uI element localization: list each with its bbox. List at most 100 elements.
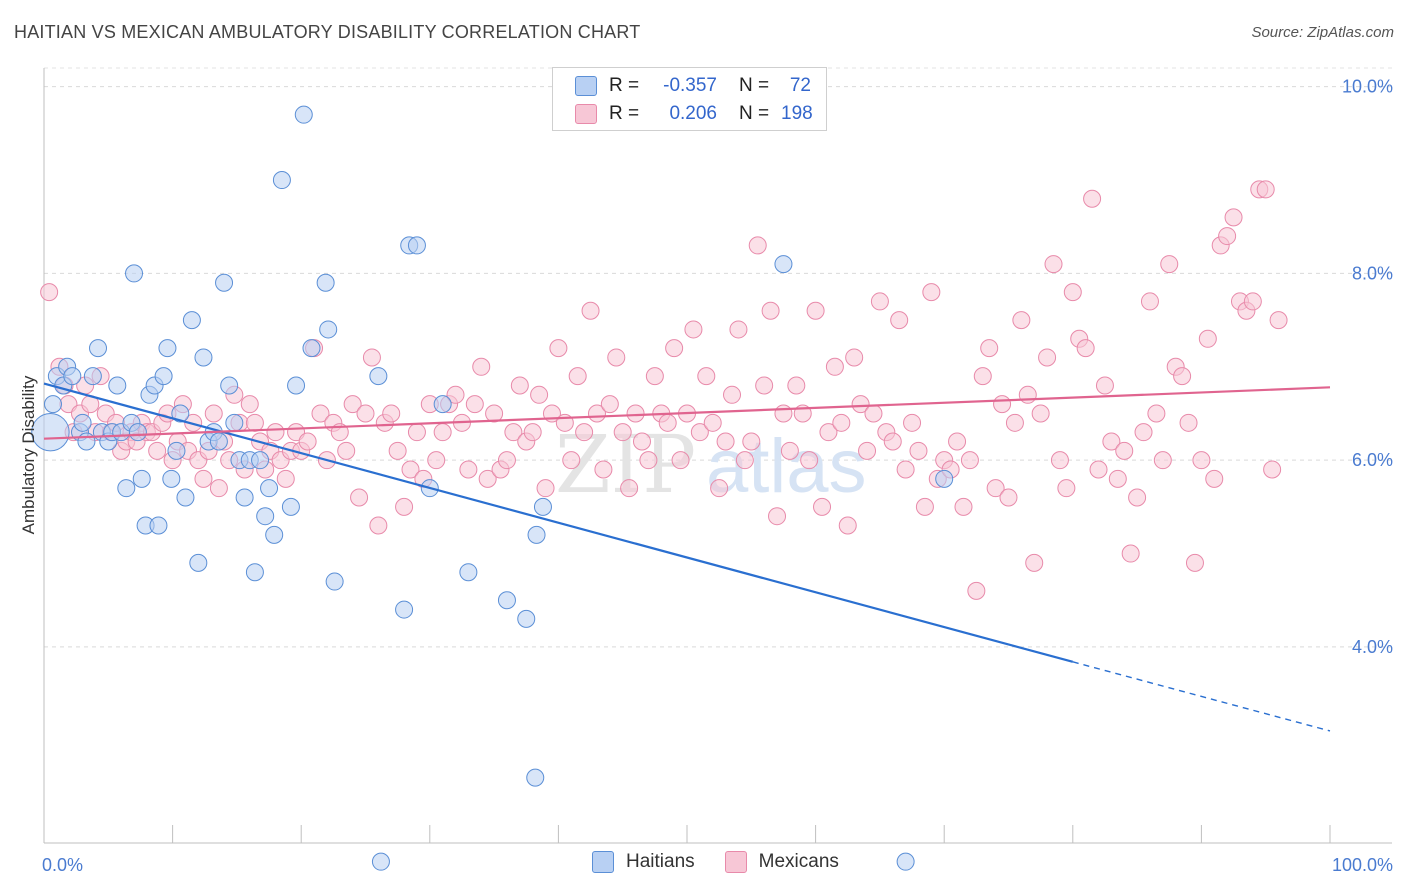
- mexican-point: [787, 376, 806, 395]
- haitian-point: [433, 395, 452, 414]
- mexican-point: [1256, 180, 1275, 199]
- haitian-point: [63, 367, 82, 386]
- source-label: Source: ZipAtlas.com: [1251, 24, 1394, 41]
- mexican-point: [768, 507, 787, 526]
- mexican-point: [890, 311, 909, 330]
- mexican-point: [838, 516, 857, 535]
- mexican-point: [993, 395, 1012, 414]
- mexican-point: [729, 320, 748, 339]
- mexican-point: [626, 404, 645, 423]
- haitian-point: [189, 553, 208, 572]
- mexican-point: [1160, 255, 1179, 274]
- mexican-point: [1038, 348, 1057, 367]
- x-tick-label-max: 100.0%: [1332, 855, 1393, 875]
- haitian-point: [225, 413, 244, 432]
- legend-label-haitians: Haitians: [626, 851, 695, 872]
- mexican-point: [1173, 367, 1192, 386]
- haitian-point: [369, 367, 388, 386]
- n-label: N =: [739, 103, 770, 124]
- mexican-point: [723, 385, 742, 404]
- mexican-point: [825, 357, 844, 376]
- haitian-point: [194, 348, 213, 367]
- haitian-point: [260, 479, 279, 498]
- mexican-point: [858, 441, 877, 460]
- haitian-point: [896, 852, 915, 871]
- haitian-point: [89, 339, 108, 358]
- haitian-point: [176, 488, 195, 507]
- haitian-point: [256, 507, 275, 526]
- mexican-point: [194, 469, 213, 488]
- haitian-point: [774, 255, 793, 274]
- mexican-point: [530, 385, 549, 404]
- n-value: 72: [789, 75, 811, 96]
- mexican-point: [806, 301, 825, 320]
- legend-label-mexicans: Mexicans: [758, 851, 839, 872]
- haitian-point: [215, 273, 234, 292]
- haitian-trend-line: [43, 382, 1074, 663]
- mexican-point: [148, 441, 167, 460]
- mexican-point: [684, 320, 703, 339]
- haitian-swatch-icon: [575, 76, 597, 96]
- r-value: -0.357: [663, 75, 717, 96]
- stats-legend: R = -0.357 N = 72 R = 0.206 N = 198: [552, 67, 827, 131]
- mexican-point: [973, 367, 992, 386]
- haitian-trend-extension: [1072, 661, 1331, 732]
- mexican-point: [337, 441, 356, 460]
- haitian-point: [325, 572, 344, 591]
- mexican-point: [240, 395, 259, 414]
- haitian-point: [77, 432, 96, 451]
- mexican-point: [1224, 208, 1243, 227]
- mexican-point: [1012, 311, 1031, 330]
- haitian-point: [371, 852, 390, 871]
- mexican-point: [1147, 404, 1166, 423]
- mexican-point: [1128, 488, 1147, 507]
- r-label: R =: [609, 103, 640, 124]
- mexican-point: [909, 441, 928, 460]
- series-legend: Haitians Mexicans: [592, 851, 869, 873]
- haitian-point: [459, 563, 478, 582]
- mexican-point: [883, 432, 902, 451]
- legend-item-mexicans[interactable]: Mexicans: [724, 851, 839, 873]
- mexican-point: [600, 395, 619, 414]
- haitian-points: [31, 105, 954, 871]
- haitian-point: [497, 591, 516, 610]
- mexican-point: [472, 357, 491, 376]
- mexican-point: [549, 339, 568, 358]
- mexican-point: [1095, 376, 1114, 395]
- n-label: N =: [739, 75, 770, 96]
- axes: [43, 68, 1392, 844]
- haitian-point: [319, 320, 338, 339]
- mexican-point: [575, 423, 594, 442]
- legend-item-haitians[interactable]: Haitians: [592, 851, 695, 873]
- mexican-point: [343, 395, 362, 414]
- mexican-point: [967, 581, 986, 600]
- trend-lines: [43, 382, 1331, 732]
- haitian-point: [171, 404, 190, 423]
- mexican-point: [1121, 544, 1140, 563]
- mexican-point: [382, 404, 401, 423]
- mexican-point: [1063, 283, 1082, 302]
- mexican-point: [761, 301, 780, 320]
- mexican-point: [948, 432, 967, 451]
- mexican-point: [40, 283, 59, 302]
- haitian-point: [395, 600, 414, 619]
- mexican-point: [1031, 404, 1050, 423]
- mexican-point: [735, 451, 754, 470]
- mexican-point: [1134, 423, 1153, 442]
- chart-title: HAITIAN VS MEXICAN AMBULATORY DISABILITY…: [14, 22, 641, 42]
- mexican-point: [960, 451, 979, 470]
- mexican-point: [665, 339, 684, 358]
- mexican-point: [800, 451, 819, 470]
- mexican-point: [755, 376, 774, 395]
- mexican-point: [311, 404, 330, 423]
- mexican-point: [870, 292, 889, 311]
- mexican-point: [1179, 413, 1198, 432]
- haitian-point: [251, 451, 270, 470]
- mexican-point: [1057, 479, 1076, 498]
- haitian-point: [83, 367, 102, 386]
- haitian-point: [209, 432, 228, 451]
- mexican-swatch-icon: [575, 104, 597, 124]
- mexican-point: [639, 451, 658, 470]
- haitian-point: [117, 479, 136, 498]
